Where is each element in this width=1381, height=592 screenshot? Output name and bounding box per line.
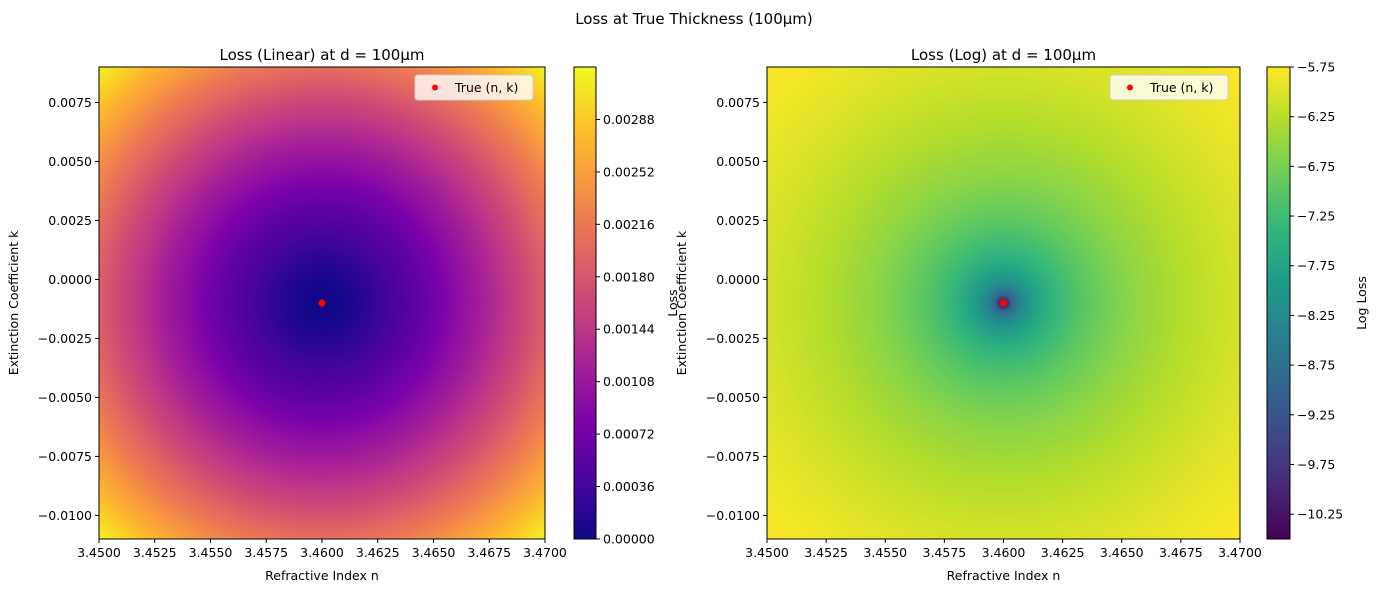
plot1-ytick-label: −0.0050	[38, 390, 92, 405]
plot1-colorbar-tick-label: 0.00072	[603, 427, 655, 442]
plot2-colorbar: −5.75 −6.25 −6.75 −7.25 −7.75 −8.25 −8.75 −9.25…	[1266, 60, 1369, 540]
plot2-colorbar-fill	[1267, 67, 1290, 539]
plot2-colorbar-tick-label: −8.25	[1297, 308, 1335, 323]
plot1-colorbar-tick-label: 0.00000	[603, 532, 655, 547]
plot2-xtick-label: 3.4550	[863, 545, 907, 560]
plot1-colorbar-label: Loss	[665, 289, 680, 316]
plot1-xtick-label: 3.4700	[523, 545, 567, 560]
plot2-colorbar-frame	[1266, 66, 1291, 540]
plot1-ytick-label: −0.0075	[38, 449, 92, 464]
plot1-xtick-label: 3.4600	[300, 545, 344, 560]
plot2-xtick-label: 3.4675	[1159, 545, 1203, 560]
plot2-colorbar-tick-label: −7.25	[1297, 209, 1335, 224]
plot2-xtick-label: 3.4700	[1218, 545, 1262, 560]
figure-suptitle: Loss at True Thickness (100µm)	[575, 10, 813, 28]
plot1-xtick-label: 3.4650	[412, 545, 456, 560]
plot1-ytick-label: −0.0100	[38, 508, 92, 523]
plot2-ytick-label: −0.0075	[706, 449, 760, 464]
plot1-ytick-label: 0.0075	[48, 95, 92, 110]
plot2-legend-box	[1109, 74, 1229, 101]
plot1-colorbar-frame	[573, 66, 597, 540]
plot1-ytick-label: −0.0025	[38, 331, 92, 346]
plot1-colorbar-tick-label: 0.00036	[603, 479, 655, 494]
plot2-title: Loss (Log) at d = 100µm	[911, 46, 1096, 64]
plot2-ytick-label: −0.0050	[706, 390, 760, 405]
plot2-colorbar-tick-label: −7.75	[1297, 258, 1335, 273]
plot2-colorbar-tick-label: −8.75	[1297, 358, 1335, 373]
plot1-xtick-label: 3.4575	[244, 545, 288, 560]
plot2-xtick-label: 3.4525	[804, 545, 848, 560]
plot2-ytick-label: 0.0025	[716, 213, 760, 228]
plot1-xtick-label: 3.4625	[356, 545, 400, 560]
plot2-colorbar-tick-label: −5.75	[1297, 60, 1335, 75]
plot1-colorbar-tick-label: 0.00288	[603, 112, 655, 127]
plot2-colorbar-tick-label: −9.25	[1297, 407, 1335, 422]
plot2-xtick-label: 3.4575	[923, 545, 967, 560]
plot1-legend-label: True (n, k)	[454, 80, 518, 95]
plot1-legend: True (n, k)	[414, 74, 534, 101]
plot2-ytick-label: −0.0025	[706, 331, 760, 346]
plot2-ytick-label: 0.0050	[716, 154, 760, 169]
plot2-ylabel: Extinction Coefficient k	[674, 230, 689, 375]
plot1-xtick-label: 3.4525	[133, 545, 177, 560]
plot2-xtick-label: 3.4600	[982, 545, 1026, 560]
plot2-legend: True (n, k)	[1109, 74, 1229, 101]
plot1-colorbar-tick-label: 0.00180	[603, 269, 655, 284]
plot1-colorbar-fill	[574, 67, 596, 539]
plot1-colorbar-tick-label: 0.00108	[603, 374, 655, 389]
plot1-ylabel: Extinction Coefficient k	[6, 230, 21, 375]
plot2-xtick-label: 3.4625	[1041, 545, 1085, 560]
plot2-colorbar-tick-label: −6.75	[1297, 159, 1335, 174]
plot2-ytick-label: −0.0100	[706, 508, 760, 523]
plot1-legend-marker	[432, 84, 438, 91]
plot1-true-marker	[318, 299, 326, 307]
plot2-ytick-label: 0.0000	[716, 272, 760, 287]
plot1-xtick-label: 3.4550	[189, 545, 233, 560]
plot2-xlabel: Refractive Index n	[947, 568, 1061, 583]
plot2-xtick-label: 3.4650	[1100, 545, 1144, 560]
plot1-axes: 3.4500 3.4525 3.4550 3.4575 3.4600 3.4625 3.46…	[6, 46, 680, 583]
plot2-xtick-label: 3.4500	[745, 545, 789, 560]
plot1-ytick-label: 0.0000	[48, 272, 92, 287]
plot2-colorbar-tick-label: −6.25	[1297, 109, 1335, 124]
plot2-colorbar-tick-label: −10.25	[1297, 507, 1343, 522]
plot1-xtick-label: 3.4675	[467, 545, 511, 560]
plot1-ytick-label: 0.0050	[48, 154, 92, 169]
plot2-legend-label: True (n, k)	[1149, 80, 1213, 95]
plot1-legend-box	[414, 74, 534, 101]
plot1-xtick-label: 3.4500	[77, 545, 121, 560]
plot2-colorbar-tick-label: −9.75	[1297, 457, 1335, 472]
plot1-ytick-label: 0.0025	[48, 213, 92, 228]
plot2-legend-marker	[1127, 84, 1133, 91]
plot1-xlabel: Refractive Index n	[265, 568, 379, 583]
plot1-colorbar-tick-label: 0.00216	[603, 217, 655, 232]
plot1-title: Loss (Linear) at d = 100µm	[219, 46, 424, 64]
plot2-axes: 3.4500 3.4525 3.4550 3.4575 3.4600 3.4625 3.46…	[674, 46, 1369, 583]
plot1-colorbar: 0.00000 0.00036 0.00072 0.00108 0.00144 0.001…	[573, 66, 680, 547]
plot1-colorbar-tick-label: 0.00252	[603, 164, 655, 179]
plot2-true-marker	[999, 299, 1008, 307]
plot1-colorbar-tick-label: 0.00144	[603, 322, 655, 337]
plot2-colorbar-label: Log Loss	[1354, 276, 1369, 330]
plot2-ytick-label: 0.0075	[716, 95, 760, 110]
